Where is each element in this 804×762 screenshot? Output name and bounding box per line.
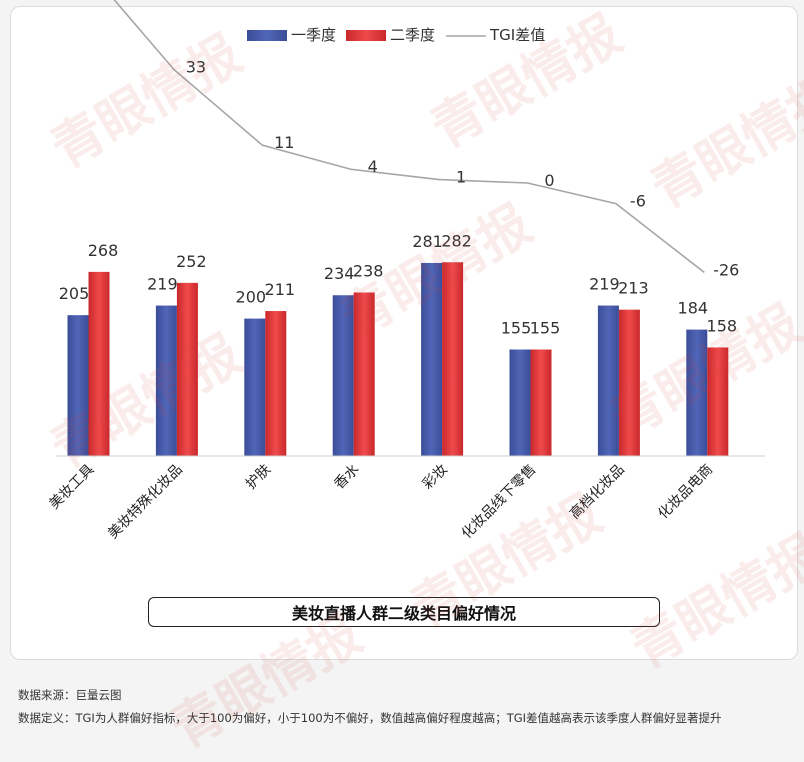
data-label-q2: 238 <box>353 261 384 280</box>
data-label-q2: 211 <box>265 280 296 299</box>
data-label-tgi: 4 <box>368 157 378 176</box>
data-label-q2: 252 <box>176 252 207 271</box>
x-tick-label: 香水 <box>331 462 362 493</box>
data-label-q1: 281 <box>412 232 443 251</box>
data-label-q1: 219 <box>589 275 620 294</box>
data-source-note: 数据来源：巨量云图 <box>18 688 122 702</box>
x-tick-label: 美妆工具 <box>46 462 97 513</box>
data-label-tgi: 1 <box>456 168 466 187</box>
chart-title: 美妆直播人群二级类目偏好情况 <box>148 597 660 627</box>
legend-swatch-q1 <box>247 30 287 41</box>
bar-q2 <box>442 262 464 456</box>
legend-label-q2: 二季度 <box>390 26 435 44</box>
data-label-tgi: 33 <box>186 57 206 76</box>
bar-q1 <box>67 315 89 456</box>
data-label-q1: 200 <box>236 288 267 307</box>
chart-card <box>10 6 798 660</box>
data-label-q2: 158 <box>707 316 738 335</box>
tgi-line <box>113 0 705 274</box>
data-label-q1: 155 <box>501 319 532 338</box>
data-label-q1: 205 <box>59 284 90 303</box>
data-label-tgi: 11 <box>274 133 294 152</box>
data-label-tgi: 0 <box>544 171 554 190</box>
bar-q1 <box>686 329 708 456</box>
data-label-q2: 213 <box>618 279 649 298</box>
data-label-q1: 219 <box>147 275 178 294</box>
bar-q1 <box>244 318 266 456</box>
x-tick-label: 彩妆 <box>420 462 451 493</box>
x-tick-label: 护肤 <box>243 462 274 493</box>
data-label-tgi: -26 <box>713 260 739 279</box>
data-label-q2: 268 <box>88 241 119 260</box>
bar-q1 <box>421 262 443 456</box>
bar-q2 <box>353 292 375 456</box>
bar-q2 <box>530 349 552 456</box>
legend-swatch-q2 <box>346 30 386 41</box>
x-tick-label: 美妆特殊化妆品 <box>105 462 186 543</box>
x-tick-label: 高档化妆品 <box>566 461 628 523</box>
data-label-q2: 282 <box>441 231 472 250</box>
x-tick-label: 化妆品电商 <box>655 462 716 523</box>
legend-label-tgi: TGI差值 <box>489 26 545 44</box>
data-label-q1: 184 <box>678 299 709 318</box>
legend-label-q1: 一季度 <box>291 26 336 44</box>
data-label-q2: 155 <box>530 319 561 338</box>
bar-q2 <box>707 347 729 456</box>
bar-q1 <box>155 305 177 456</box>
data-label-q1: 234 <box>324 264 355 283</box>
x-tick-label: 化妆品线下零售 <box>459 462 540 543</box>
bar-q2 <box>176 282 198 456</box>
bar-q2 <box>265 311 287 456</box>
bar-q1 <box>509 349 531 456</box>
data-definition-note: 数据定义：TGI为人群偏好指标，大于100为偏好，小于100为不偏好，数值越高偏… <box>18 711 722 725</box>
bar-q2 <box>88 271 110 456</box>
bar-q2 <box>618 309 640 456</box>
legend: 一季度 二季度 TGI差值 <box>247 26 545 44</box>
bar-q1 <box>332 295 354 456</box>
bar-q1 <box>597 305 619 456</box>
data-label-tgi: -6 <box>630 192 646 211</box>
